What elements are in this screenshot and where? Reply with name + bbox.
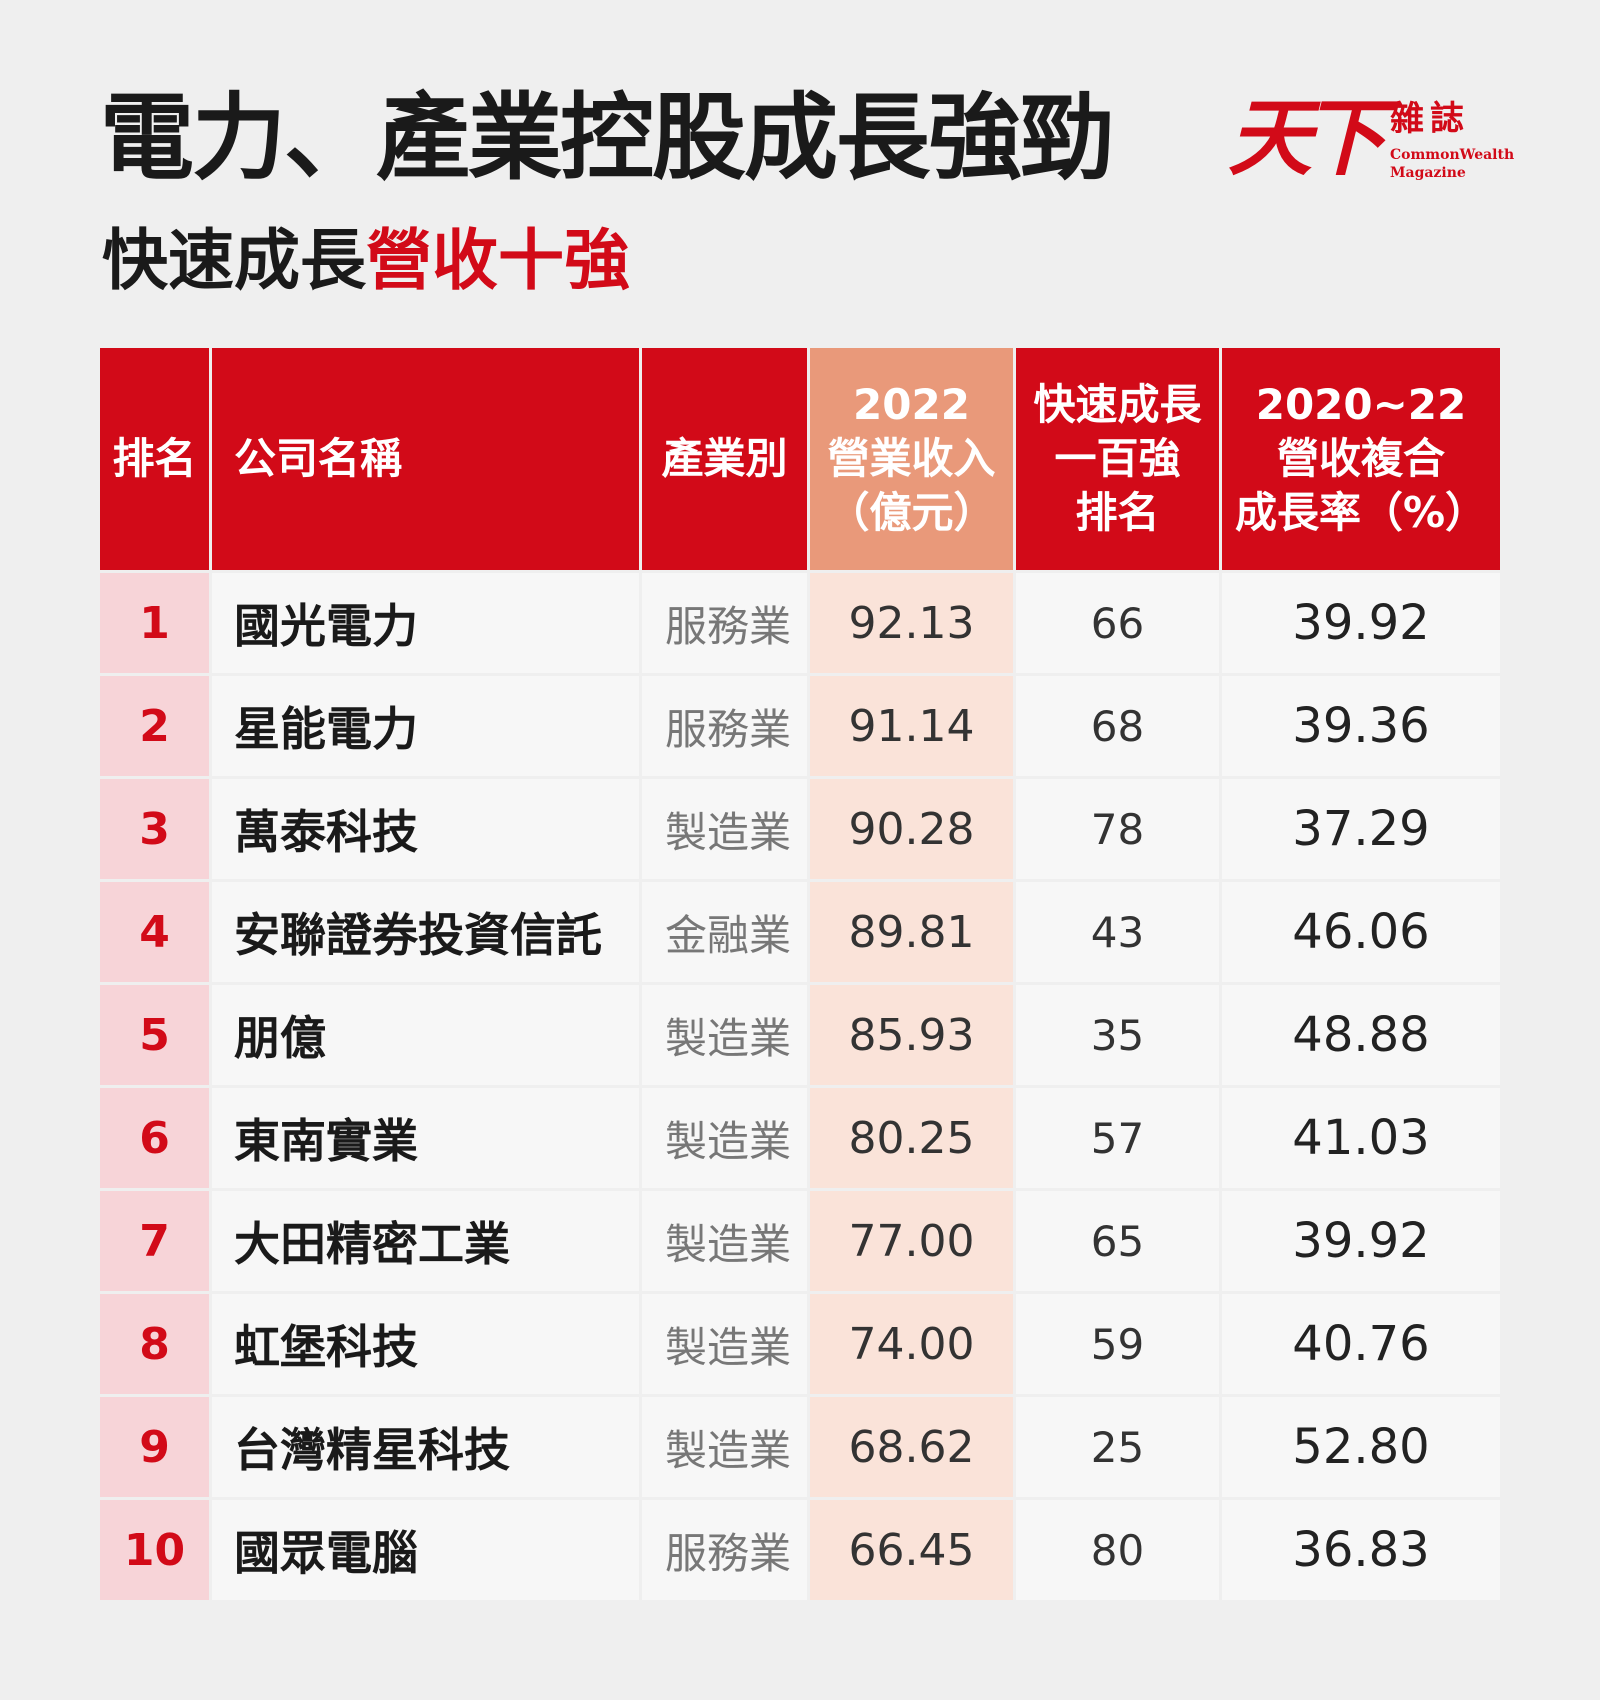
table-row: 9 台灣精星科技 製造業 68.62 25 52.80 (100, 1394, 1500, 1497)
header-cagr-line1: 2020~22 (1255, 380, 1467, 429)
top100-rank-cell: 59 (1016, 1291, 1222, 1394)
table-row: 8 虹堡科技 製造業 74.00 59 40.76 (100, 1291, 1500, 1394)
page-subtitle: 快速成長營收十強 (102, 228, 630, 294)
header-top100-line3: 排名 (1075, 488, 1160, 537)
top100-rank-cell: 57 (1016, 1085, 1222, 1188)
header-top100-line2: 一百強 (1054, 434, 1181, 483)
company-cell: 台灣精星科技 (212, 1394, 642, 1497)
cagr-cell: 40.76 (1222, 1291, 1500, 1394)
header-top100-rank: 快速成長 一百強 排名 (1016, 348, 1222, 570)
rank-cell: 2 (100, 673, 212, 776)
rank-cell: 7 (100, 1188, 212, 1291)
revenue-cell: 66.45 (810, 1497, 1016, 1600)
header-company: 公司名稱 (212, 348, 642, 570)
header-cagr-line3: 成長率（%） (1234, 488, 1488, 537)
header-revenue-unit: （億元） (827, 488, 996, 537)
subtitle-prefix: 快速成長 (102, 222, 366, 299)
top100-rank-cell: 78 (1016, 776, 1222, 879)
table-header-row: 排名 公司名稱 產業別 2022 營業收入 （億元） 快速成長 一百強 排名 2… (100, 348, 1500, 570)
rank-cell: 5 (100, 982, 212, 1085)
cagr-cell: 46.06 (1222, 879, 1500, 982)
header-industry: 產業別 (642, 348, 810, 570)
table-row: 3 萬泰科技 製造業 90.28 78 37.29 (100, 776, 1500, 879)
company-cell: 國眾電腦 (212, 1497, 642, 1600)
cagr-cell: 48.88 (1222, 982, 1500, 1085)
ranking-table: 排名 公司名稱 產業別 2022 營業收入 （億元） 快速成長 一百強 排名 2… (100, 348, 1500, 1600)
revenue-cell: 91.14 (810, 673, 1016, 776)
subtitle-highlight: 營收十強 (366, 222, 630, 299)
rank-cell: 6 (100, 1085, 212, 1188)
revenue-cell: 80.25 (810, 1085, 1016, 1188)
industry-cell: 製造業 (642, 982, 810, 1085)
header-revenue-label: 營業收入 (827, 434, 996, 483)
revenue-cell: 68.62 (810, 1394, 1016, 1497)
industry-cell: 製造業 (642, 1394, 810, 1497)
table-row: 7 大田精密工業 製造業 77.00 65 39.92 (100, 1188, 1500, 1291)
industry-cell: 製造業 (642, 776, 810, 879)
industry-cell: 金融業 (642, 879, 810, 982)
header-revenue-year: 2022 (853, 380, 970, 429)
top100-rank-cell: 66 (1016, 570, 1222, 673)
rank-cell: 10 (100, 1497, 212, 1600)
cagr-cell: 39.36 (1222, 673, 1500, 776)
cagr-cell: 41.03 (1222, 1085, 1500, 1188)
logo-en-text-2: Magazine (1390, 165, 1466, 181)
revenue-cell: 77.00 (810, 1188, 1016, 1291)
top100-rank-cell: 68 (1016, 673, 1222, 776)
top100-rank-cell: 65 (1016, 1188, 1222, 1291)
top100-rank-cell: 25 (1016, 1394, 1222, 1497)
top100-rank-cell: 35 (1016, 982, 1222, 1085)
rank-cell: 3 (100, 776, 212, 879)
table-row: 5 朋億 製造業 85.93 35 48.88 (100, 982, 1500, 1085)
company-cell: 大田精密工業 (212, 1188, 642, 1291)
header-cagr-line2: 營收複合 (1276, 434, 1445, 483)
company-cell: 安聯證券投資信託 (212, 879, 642, 982)
industry-cell: 製造業 (642, 1188, 810, 1291)
rank-cell: 8 (100, 1291, 212, 1394)
logo-mark: 天下 (1228, 88, 1386, 187)
top100-rank-cell: 43 (1016, 879, 1222, 982)
company-cell: 星能電力 (212, 673, 642, 776)
company-cell: 虹堡科技 (212, 1291, 642, 1394)
industry-cell: 製造業 (642, 1085, 810, 1188)
top100-rank-cell: 80 (1016, 1497, 1222, 1600)
table-row: 4 安聯證券投資信託 金融業 89.81 43 46.06 (100, 879, 1500, 982)
commonwealth-logo: 天下 雜誌 CommonWealth Magazine (1228, 88, 1514, 196)
rank-cell: 1 (100, 570, 212, 673)
table-row: 10 國眾電腦 服務業 66.45 80 36.83 (100, 1497, 1500, 1600)
cagr-cell: 39.92 (1222, 570, 1500, 673)
company-cell: 國光電力 (212, 570, 642, 673)
table-row: 2 星能電力 服務業 91.14 68 39.36 (100, 673, 1500, 776)
company-cell: 東南實業 (212, 1085, 642, 1188)
cagr-cell: 37.29 (1222, 776, 1500, 879)
industry-cell: 服務業 (642, 570, 810, 673)
company-cell: 萬泰科技 (212, 776, 642, 879)
header-cagr: 2020~22 營收複合 成長率（%） (1222, 348, 1500, 570)
header-revenue: 2022 營業收入 （億元） (810, 348, 1016, 570)
revenue-cell: 85.93 (810, 982, 1016, 1085)
table-row: 1 國光電力 服務業 92.13 66 39.92 (100, 570, 1500, 673)
logo-zh-text: 雜誌 (1390, 99, 1470, 139)
cagr-cell: 52.80 (1222, 1394, 1500, 1497)
industry-cell: 服務業 (642, 1497, 810, 1600)
company-cell: 朋億 (212, 982, 642, 1085)
revenue-cell: 90.28 (810, 776, 1016, 879)
logo-en-text-1: CommonWealth (1390, 147, 1515, 163)
header-top100-line1: 快速成長 (1033, 380, 1202, 429)
rank-cell: 4 (100, 879, 212, 982)
revenue-cell: 89.81 (810, 879, 1016, 982)
cagr-cell: 39.92 (1222, 1188, 1500, 1291)
cagr-cell: 36.83 (1222, 1497, 1500, 1600)
rank-cell: 9 (100, 1394, 212, 1497)
page-title: 電力、產業控股成長強勁 (100, 84, 1114, 193)
table-row: 6 東南實業 製造業 80.25 57 41.03 (100, 1085, 1500, 1188)
revenue-cell: 74.00 (810, 1291, 1016, 1394)
revenue-cell: 92.13 (810, 570, 1016, 673)
industry-cell: 服務業 (642, 673, 810, 776)
industry-cell: 製造業 (642, 1291, 810, 1394)
header-rank: 排名 (100, 348, 212, 570)
